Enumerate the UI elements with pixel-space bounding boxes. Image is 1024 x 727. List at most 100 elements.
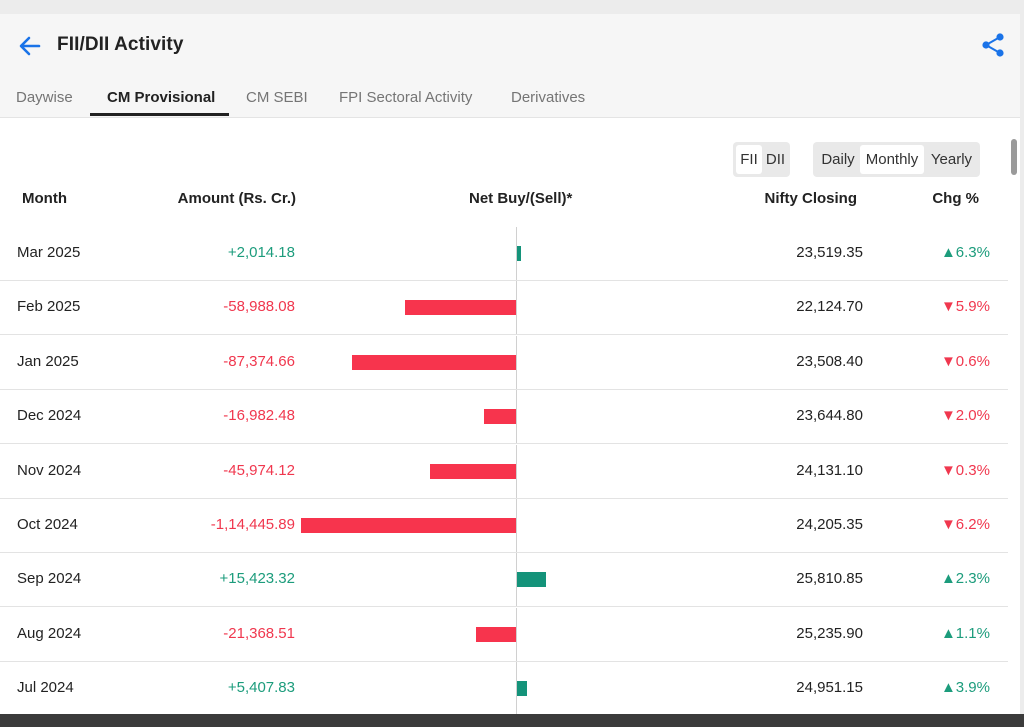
daily-toggle-button[interactable]: Daily (821, 151, 855, 168)
month-cell: Mar 2025 (17, 244, 81, 261)
table-row: Dec 2024 -16,982.48 23,644.80 ▼2.0% (0, 390, 1008, 445)
row-divider (0, 280, 1008, 281)
month-cell: Feb 2025 (17, 298, 81, 316)
row-divider (0, 660, 1008, 662)
triangle-up-icon: ▲ (940, 624, 956, 642)
change-percent-cell: ▲2.3% (941, 570, 990, 587)
table-row: Sep 2024 +15,423.32 25,810.85 ▲2.3% (0, 553, 1008, 608)
change-percent-value: 2.0% (955, 407, 990, 425)
nifty-closing-cell: 24,131.10 (796, 461, 863, 479)
amount-cell: -1,14,445.89 (210, 516, 295, 533)
amount-cell: +15,423.32 (219, 570, 296, 588)
column-header-chg[interactable]: Chg % (932, 190, 979, 207)
bar-axis (516, 281, 517, 336)
month-cell: Oct 2024 (17, 516, 78, 533)
triangle-down-icon: ▼ (940, 516, 956, 533)
month-cell: Jul 2024 (17, 679, 74, 697)
change-percent-value: 0.6% (955, 352, 990, 370)
fii-dii-panel: FII/DII Activity Daywise CM Provisional … (0, 14, 1020, 714)
header: FII/DII Activity Daywise CM Provisional … (0, 14, 1020, 118)
month-cell: Sep 2024 (17, 570, 82, 588)
change-percent-value: 6.2% (955, 516, 990, 533)
dii-toggle-button[interactable]: DII (765, 151, 786, 168)
nifty-closing-cell: 23,508.40 (796, 352, 863, 370)
change-percent-value: 5.9% (955, 298, 990, 316)
tab-cm-provisional[interactable]: CM Provisional (107, 89, 216, 106)
window-top-strip (0, 0, 1024, 14)
scrollbar[interactable] (1011, 139, 1017, 175)
triangle-down-icon: ▼ (940, 407, 956, 425)
bar-axis (516, 390, 517, 445)
row-divider (0, 443, 1008, 445)
yearly-toggle-button[interactable]: Yearly (930, 151, 973, 168)
change-percent-cell: ▼2.0% (941, 407, 990, 424)
investor-toggle: FII DII (733, 142, 790, 177)
bar-axis (516, 499, 517, 553)
net-buy-sell-bar (475, 626, 516, 642)
triangle-up-icon: ▲ (940, 244, 956, 261)
nifty-closing-cell: 25,235.90 (796, 624, 863, 642)
nifty-closing-cell: 22,124.70 (796, 298, 863, 316)
change-percent-value: 1.1% (955, 624, 990, 642)
row-divider (0, 552, 1008, 553)
page-title: FII/DII Activity (57, 34, 184, 55)
table-row: Jul 2024 +5,407.83 24,951.15 ▲3.9% (0, 662, 1008, 714)
column-header-amount[interactable]: Amount (Rs. Cr.) (177, 190, 296, 207)
amount-cell: +2,014.18 (227, 244, 295, 261)
amount-cell: -58,988.08 (223, 298, 295, 316)
active-tab-indicator (90, 113, 229, 116)
net-buy-sell-bar (517, 572, 546, 588)
change-percent-value: 3.9% (955, 679, 990, 697)
column-header-month[interactable]: Month (22, 190, 67, 207)
net-buy-sell-bar (429, 463, 516, 479)
monthly-toggle-button[interactable]: Monthly (860, 145, 924, 174)
bar-axis (516, 335, 517, 390)
change-percent-value: 6.3% (955, 244, 990, 261)
change-percent-cell: ▲3.9% (941, 679, 990, 696)
bar-axis (516, 553, 517, 608)
back-button[interactable] (16, 32, 44, 60)
amount-cell: -45,974.12 (223, 461, 295, 479)
column-header-nifty-closing[interactable]: Nifty Closing (764, 190, 858, 207)
net-buy-sell-bar (484, 409, 516, 425)
net-buy-sell-bar (301, 518, 516, 533)
table-row: Feb 2025 -58,988.08 22,124.70 ▼5.9% (0, 281, 1008, 336)
bar-axis (516, 662, 517, 714)
month-cell: Jan 2025 (17, 352, 79, 370)
nifty-closing-cell: 24,205.35 (796, 516, 863, 533)
tab-fpi-sectoral-activity[interactable]: FPI Sectoral Activity (339, 89, 473, 106)
nifty-closing-cell: 24,951.15 (796, 679, 863, 697)
change-percent-cell: ▼0.6% (941, 353, 990, 370)
row-divider (0, 388, 1008, 390)
nifty-closing-cell: 23,644.80 (796, 407, 863, 425)
tab-daywise[interactable]: Daywise (16, 89, 73, 106)
change-percent-cell: ▲1.1% (941, 625, 990, 642)
table-row: Jan 2025 -87,374.66 23,508.40 ▼0.6% (0, 335, 1008, 390)
share-button[interactable] (980, 32, 1006, 58)
net-buy-sell-bar (351, 354, 516, 370)
month-cell: Dec 2024 (17, 407, 82, 425)
taskbar-strip (0, 714, 1024, 727)
net-buy-sell-bar (517, 681, 528, 697)
amount-cell: -16,982.48 (223, 407, 295, 425)
change-percent-cell: ▼6.2% (941, 516, 990, 533)
bar-axis (516, 227, 517, 281)
triangle-down-icon: ▼ (940, 461, 956, 479)
row-divider (0, 606, 1008, 608)
triangle-down-icon: ▼ (940, 352, 956, 370)
row-divider (0, 334, 1008, 336)
row-divider (0, 497, 1008, 499)
tab-cm-sebi[interactable]: CM SEBI (246, 89, 308, 106)
share-icon (982, 33, 1004, 57)
triangle-up-icon: ▲ (940, 679, 956, 697)
tab-derivatives[interactable]: Derivatives (511, 89, 586, 106)
column-header-net-buy-sell: Net Buy/(Sell)* (469, 190, 573, 207)
amount-cell: +5,407.83 (227, 679, 295, 697)
nifty-closing-cell: 23,519.35 (796, 244, 863, 261)
nifty-closing-cell: 25,810.85 (796, 570, 863, 588)
net-buy-sell-bar (517, 246, 521, 261)
bar-axis (516, 607, 517, 662)
month-cell: Aug 2024 (17, 624, 82, 642)
fii-toggle-button[interactable]: FII (736, 145, 762, 174)
table-row: Aug 2024 -21,368.51 25,235.90 ▲1.1% (0, 607, 1008, 662)
